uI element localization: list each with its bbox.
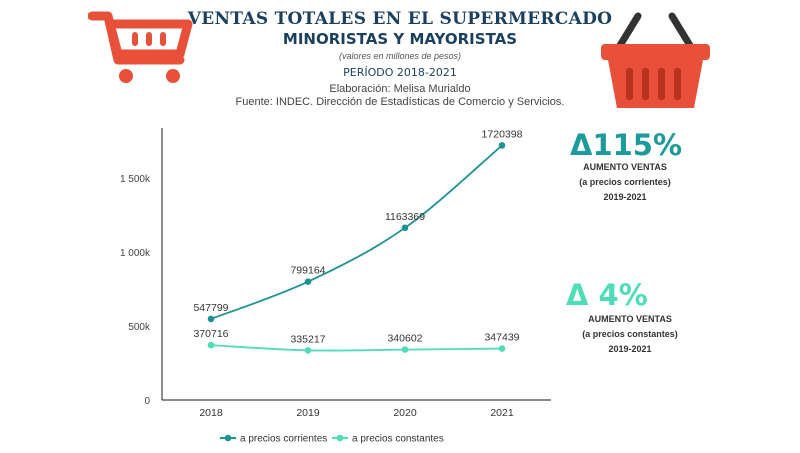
period: PERÍODO 2018-2021 (343, 66, 457, 79)
units-note: (valores en millones de pesos) (338, 51, 462, 61)
x-tick-label: 2021 (490, 407, 514, 419)
kpi-label: (a precios corrientes) (579, 177, 671, 187)
y-tick-label: 1 500k (120, 174, 151, 185)
data-label: 335217 (290, 333, 325, 345)
y-tick-label: 500k (128, 322, 151, 333)
data-label: 1163369 (385, 211, 425, 223)
data-label: 799164 (290, 265, 325, 277)
legend-label: a precios constantes (352, 434, 444, 445)
series-line (210, 344, 503, 352)
data-point (401, 346, 409, 353)
chart-subtitle: MINORISTAS Y MAYORISTAS (282, 30, 518, 48)
x-tick-label: 2018 (199, 407, 223, 419)
kpi-period: 2019-2021 (603, 192, 647, 202)
data-point (207, 341, 215, 349)
data-label: 370716 (193, 328, 228, 340)
legend-marker (224, 434, 232, 442)
legend-label: a precios corrientes (240, 434, 327, 445)
series-line (210, 144, 503, 320)
chart-title: VENTAS TOTALES EN EL SUPERMERCADO (187, 9, 613, 29)
y-tick-label: 1 000k (120, 248, 151, 259)
data-point (207, 315, 215, 323)
x-tick-label: 2019 (296, 407, 320, 419)
data-point (498, 142, 506, 149)
legend-marker (336, 434, 344, 442)
data-point (304, 347, 312, 354)
kpi-value: Δ 4% (566, 278, 648, 312)
data-label: 547799 (193, 302, 228, 314)
source: Fuente: INDEC. Dirección de Estadísticas… (235, 96, 565, 108)
kpi-period: 2019-2021 (608, 344, 652, 354)
data-point (304, 278, 312, 286)
kpi-value: Δ115% (570, 128, 683, 162)
data-label: 340602 (387, 333, 422, 345)
kpi-label: AUMENTO VENTAS (583, 162, 667, 172)
kpi-current: Δ115% AUMENTO VENTAS (a precios corrient… (570, 128, 683, 205)
data-point (498, 345, 506, 352)
kpi-constant: Δ 4% AUMENTO VENTAS (a precios constante… (560, 278, 680, 357)
data-point (401, 224, 409, 232)
kpi-label: (a precios constantes) (582, 329, 678, 339)
data-label: 347439 (484, 332, 519, 344)
author: Elaboración: Melisa Murialdo (329, 83, 471, 95)
kpi-label: AUMENTO VENTAS (588, 314, 672, 324)
x-tick-label: 2020 (393, 407, 417, 419)
data-label: 1720398 (482, 128, 523, 140)
y-tick-label: 0 (144, 396, 150, 407)
shopping-cart-icon (88, 11, 193, 83)
shopping-basket-icon (601, 12, 710, 108)
